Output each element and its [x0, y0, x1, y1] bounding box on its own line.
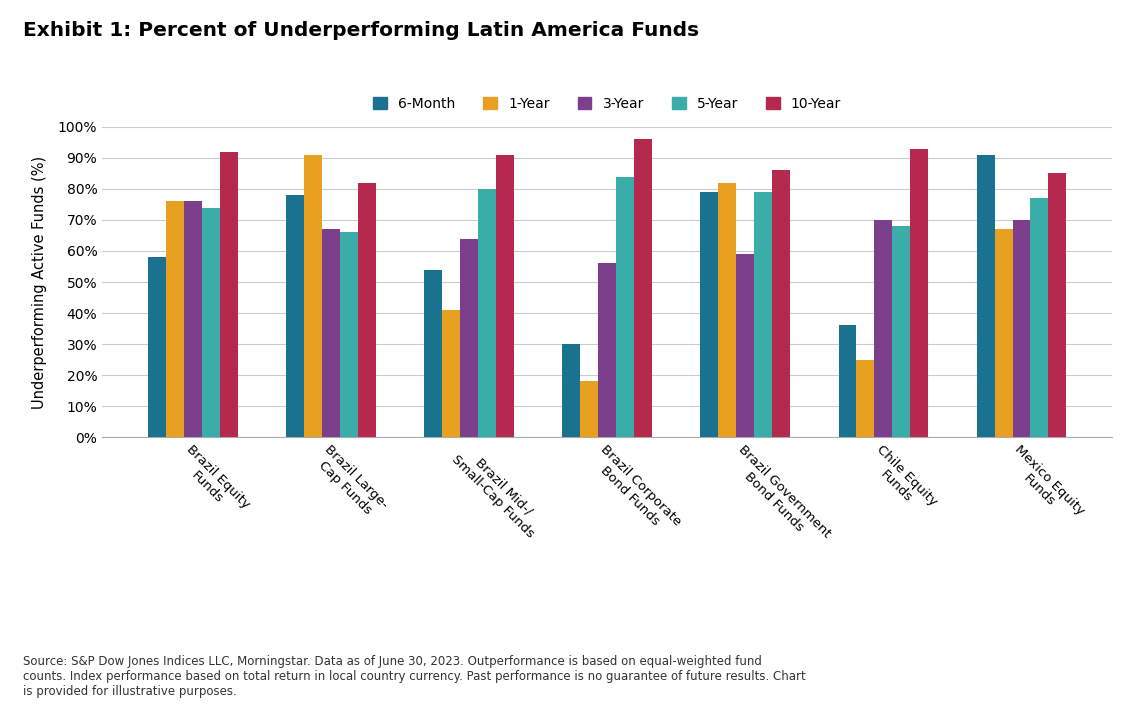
Bar — [496, 155, 514, 437]
Bar — [322, 229, 340, 437]
Bar — [598, 264, 616, 437]
Bar — [424, 269, 443, 437]
Y-axis label: Underperforming Active Funds (%): Underperforming Active Funds (%) — [32, 155, 47, 409]
Bar — [700, 192, 718, 437]
Bar — [616, 176, 634, 437]
Bar — [737, 254, 755, 437]
Bar — [580, 381, 598, 437]
Bar — [340, 233, 358, 437]
Bar — [839, 326, 857, 437]
Bar — [460, 238, 478, 437]
Bar — [184, 202, 202, 437]
Text: Exhibit 1: Percent of Underperforming Latin America Funds: Exhibit 1: Percent of Underperforming La… — [23, 21, 699, 40]
Legend: 6-Month, 1-Year, 3-Year, 5-Year, 10-Year: 6-Month, 1-Year, 3-Year, 5-Year, 10-Year — [373, 97, 841, 111]
Bar — [1012, 220, 1031, 437]
Bar — [478, 189, 496, 437]
Bar — [304, 155, 322, 437]
Bar — [148, 257, 166, 437]
Bar — [1031, 198, 1049, 437]
Bar — [1049, 173, 1067, 437]
Bar — [755, 192, 772, 437]
Bar — [874, 220, 892, 437]
Bar — [358, 183, 376, 437]
Bar — [166, 202, 184, 437]
Bar — [718, 183, 737, 437]
Bar — [994, 229, 1012, 437]
Bar — [202, 207, 220, 437]
Bar — [220, 152, 238, 437]
Bar — [562, 344, 580, 437]
Bar — [910, 149, 928, 437]
Bar — [976, 155, 994, 437]
Bar — [634, 140, 653, 437]
Bar — [286, 195, 304, 437]
Bar — [892, 226, 910, 437]
Bar — [857, 360, 874, 437]
Text: Source: S&P Dow Jones Indices LLC, Morningstar. Data as of June 30, 2023. Outper: Source: S&P Dow Jones Indices LLC, Morni… — [23, 655, 806, 698]
Bar — [443, 310, 460, 437]
Bar — [772, 171, 790, 437]
